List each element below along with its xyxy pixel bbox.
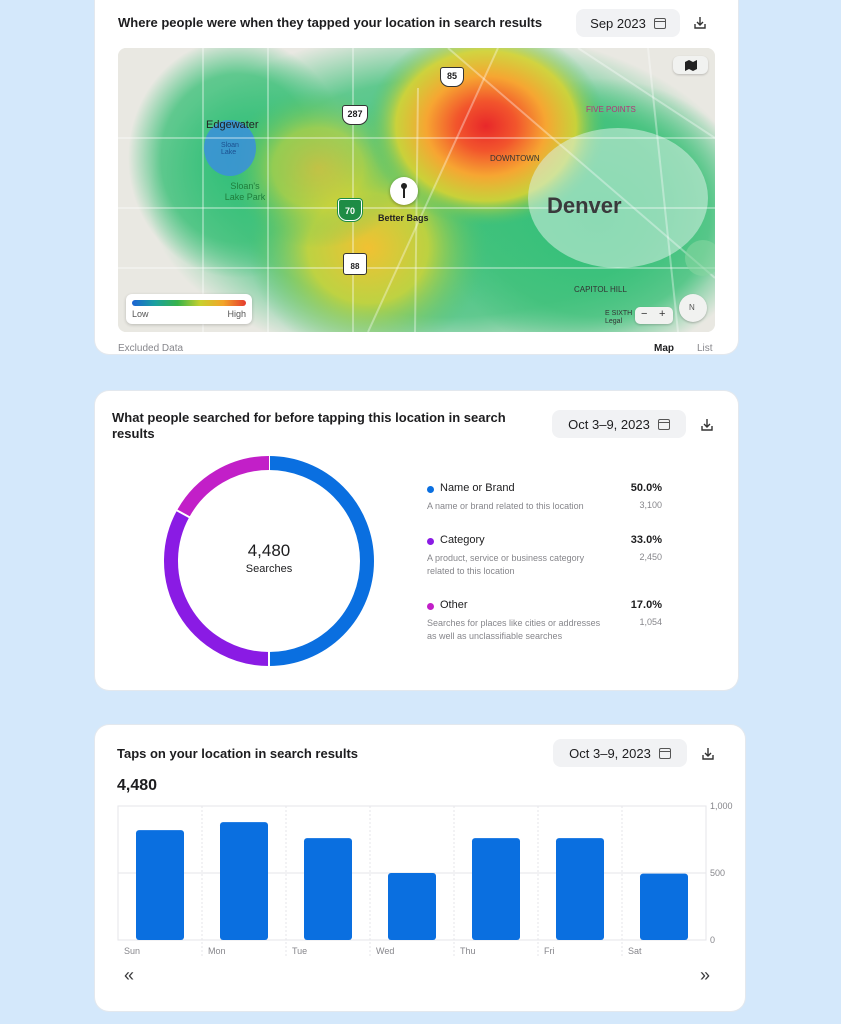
legend-description: Searches for places like cities or addre… [427, 618, 601, 641]
taps-card [95, 725, 745, 1011]
x-tick-label: Wed [376, 946, 394, 956]
legend-count: 2,450 [639, 552, 662, 562]
y-tick-label: 0 [710, 935, 715, 945]
heatmap-date-label: Sep 2023 [590, 15, 646, 31]
bar-mon[interactable] [220, 822, 268, 940]
download-icon[interactable] [700, 746, 716, 762]
zoom-controls: − + [635, 307, 673, 324]
business-pin-label: Better Bags [378, 213, 429, 223]
bar-sat[interactable] [640, 873, 688, 940]
donut-slice-category [164, 510, 270, 666]
legend-description: A name or brand related to this location [427, 501, 584, 511]
next-week-button[interactable]: » [700, 965, 711, 985]
x-tick-label: Tue [292, 946, 307, 956]
heatmap-legend-gradient [132, 300, 246, 306]
legend-count: 3,100 [639, 500, 662, 510]
donut-total: 4,480 [247, 541, 291, 560]
tab-map[interactable]: Map [654, 343, 674, 354]
x-tick-label: Mon [208, 946, 226, 956]
map-label-sloan-lake: Sloan Lake [221, 142, 239, 156]
donut-slice-gap [170, 506, 196, 522]
legend-name: Category [440, 534, 485, 546]
legend-percent: 17.0% [630, 599, 662, 611]
heatmap-card-title: Where people were when they tapped your … [118, 15, 543, 30]
map-label-sixth: E SIXTH [605, 310, 633, 317]
route-85-shield: 85 [440, 67, 464, 87]
search-donut-chart [164, 451, 374, 671]
legend-dot [427, 603, 434, 610]
taps-date-picker[interactable]: Oct 3–9, 2023 [553, 739, 687, 767]
taps-bar-chart: 0 500 1,000 Sun Mon Tue Wed Thu Fri Sat [117, 801, 733, 956]
bar-thu[interactable] [472, 838, 520, 940]
map-icon [685, 60, 697, 71]
search-card-title: What people searched for before tapping … [112, 410, 506, 441]
taps-date-label: Oct 3–9, 2023 [569, 745, 651, 761]
map-type-button[interactable] [673, 56, 708, 74]
calendar-icon [658, 747, 671, 759]
search-date-picker[interactable]: Oct 3–9, 2023 [552, 410, 686, 438]
x-tick-label: Thu [460, 946, 476, 956]
legend-dot [427, 538, 434, 545]
legend-percent: 33.0% [630, 534, 662, 546]
zoom-out-button[interactable]: − [641, 308, 648, 320]
tab-list[interactable]: List [697, 343, 713, 354]
bar-sun[interactable] [136, 830, 184, 940]
bar-fri[interactable] [556, 838, 604, 940]
legend-description: A product, service or business category … [427, 553, 585, 576]
map-label-sloans-lake-park: Sloan's Lake Park [224, 181, 266, 202]
y-tick-label: 500 [710, 868, 725, 878]
taps-card-title: Taps on your location in search results [117, 746, 359, 761]
bar-tue[interactable] [304, 838, 352, 940]
map-legal-link[interactable]: Legal [605, 318, 623, 325]
legend-low-label: Low [132, 309, 149, 319]
y-tick-label: 1,000 [710, 801, 733, 811]
heatmap-legend: Low High [126, 294, 252, 324]
x-tick-label: Sat [628, 946, 642, 956]
download-icon[interactable] [699, 417, 715, 433]
x-tick-label: Fri [544, 946, 555, 956]
x-tick-label: Sun [124, 946, 140, 956]
route-70-shield: 70 [338, 199, 362, 221]
calendar-icon [653, 17, 666, 29]
map-label-edgewater: Edgewater [206, 119, 259, 131]
legend-count: 1,054 [639, 617, 662, 627]
map-label-five-points: FIVE POINTS [586, 105, 636, 114]
legend-percent: 50.0% [630, 482, 662, 494]
donut-total-label: Searches [245, 563, 293, 575]
heatmap-map[interactable]: Edgewater Sloan Lake Sloan's Lake Park D… [118, 48, 715, 332]
donut-slice-other [176, 456, 270, 518]
search-date-label: Oct 3–9, 2023 [568, 416, 650, 432]
route-287-shield: 287 [342, 105, 368, 125]
taps-total: 4,480 [117, 777, 158, 794]
previous-week-button[interactable]: « [124, 965, 135, 985]
compass-label: N [689, 303, 695, 312]
heatmap-date-picker[interactable]: Sep 2023 [576, 9, 680, 37]
calendar-icon [657, 418, 670, 430]
compass-icon[interactable]: N [679, 294, 707, 322]
route-88-shield: 88 [343, 253, 367, 275]
zoom-in-button[interactable]: + [659, 308, 666, 320]
map-label-capitol-hill: CAPITOL HILL [574, 285, 627, 294]
map-label-denver: Denver [547, 193, 622, 218]
business-pin-icon[interactable] [390, 177, 418, 205]
legend-high-label: High [227, 309, 246, 319]
donut-slice-name-or-brand [268, 456, 374, 666]
map-label-downtown: DOWNTOWN [490, 154, 540, 163]
legend-dot [427, 486, 434, 493]
bar-wed[interactable] [388, 873, 436, 940]
excluded-data-label[interactable]: Excluded Data [118, 343, 184, 354]
legend-name: Name or Brand [440, 482, 515, 494]
download-icon[interactable] [692, 15, 708, 31]
legend-name: Other [440, 599, 468, 611]
